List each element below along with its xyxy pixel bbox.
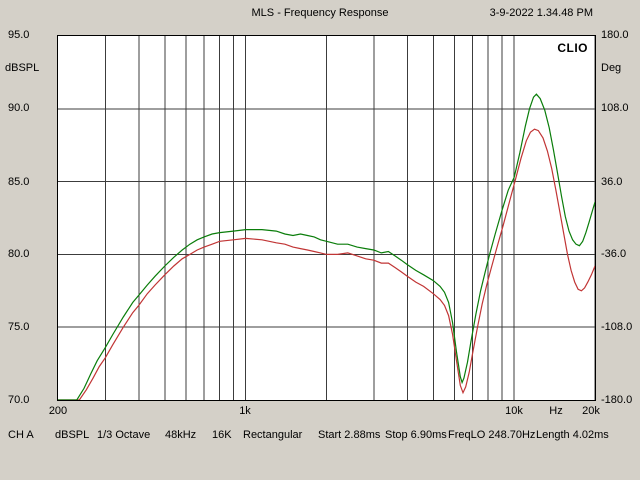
status-samplerate: 48kHz [165, 429, 197, 441]
y-left-tick-70: 70.0 [8, 394, 30, 406]
status-size: 16K [212, 429, 232, 441]
frequency-response-plot [58, 36, 595, 400]
status-channel: CH A [8, 429, 34, 441]
x-tick-200: 200 [48, 405, 68, 417]
y-left-tick-95: 95.0 [8, 29, 30, 41]
y-left-tick-75: 75.0 [8, 321, 30, 333]
y-left-tick-85: 85.0 [8, 176, 30, 188]
y-right-tick-neg180: -180.0 [601, 394, 633, 406]
y-right-tick-neg108: -108.0 [601, 321, 633, 333]
status-bar: CH A dBSPL 1/3 Octave 48kHz 16K Rectangu… [0, 429, 640, 449]
y-right-tick-180: 180.0 [601, 29, 629, 41]
status-length: Length 4.02ms [536, 429, 609, 441]
y-left-tick-80: 80.0 [8, 248, 30, 260]
status-window: Rectangular [243, 429, 303, 441]
y-right-tick-108: 108.0 [601, 102, 629, 114]
y-right-unit-label: Deg [601, 62, 622, 74]
y-right-tick-36: 36.0 [601, 176, 623, 188]
timestamp: 3-9-2022 1.34.48 PM [489, 7, 593, 19]
status-stop: Stop 6.90ms [385, 429, 447, 441]
status-unit: dBSPL [55, 429, 90, 441]
y-left-tick-90: 90.0 [8, 102, 30, 114]
title-bar: MLS - Frequency Response 3-9-2022 1.34.4… [0, 0, 640, 26]
status-smoothing: 1/3 Octave [97, 429, 151, 441]
status-start: Start 2.88ms [318, 429, 381, 441]
y-right-tick-neg36: -36.0 [601, 248, 627, 260]
x-tick-10k: 10k [505, 405, 523, 417]
clio-watermark: CLIO [557, 41, 588, 55]
status-freqlo: FreqLO 248.70Hz [448, 429, 536, 441]
window-title: MLS - Frequency Response [251, 7, 389, 19]
y-left-unit-label: dBSPL [5, 62, 40, 74]
x-tick-1k: 1k [239, 405, 251, 417]
plot-area: CLIO [57, 35, 596, 401]
x-tick-20k: 20k [582, 405, 600, 417]
x-unit-hz-label: Hz [549, 405, 563, 417]
